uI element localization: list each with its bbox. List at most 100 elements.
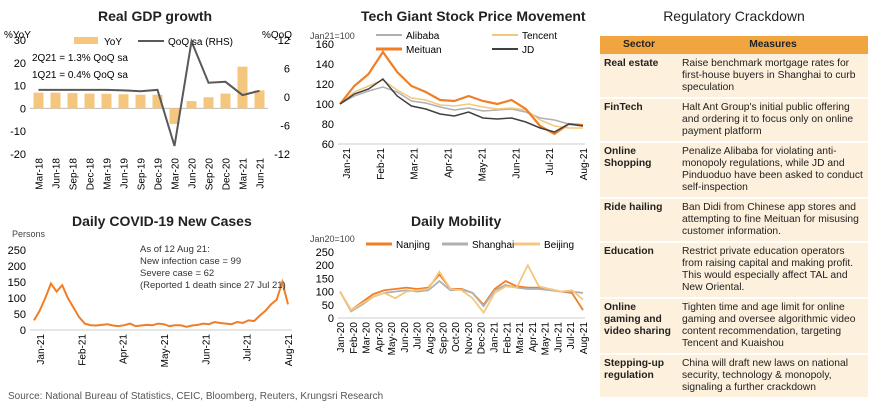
sector-cell: Education — [600, 242, 678, 299]
stock-legend-label: Alibaba — [406, 31, 440, 42]
stock-x-tick-label: Aug-21 — [579, 148, 590, 181]
gdp-yoy-bar — [135, 94, 146, 109]
gdp-right-tick-label: -12 — [274, 149, 290, 161]
mobility-y-tick-label: 150 — [316, 273, 334, 285]
stock-y-tick-label: 80 — [322, 119, 334, 131]
measures-header: Measures — [678, 36, 868, 55]
gdp-right-tick-label: 0 — [284, 92, 290, 104]
mobility-x-tick-label: Oct-20 — [451, 322, 462, 352]
mobility-x-tick-label: Apr-20 — [374, 322, 385, 352]
mobility-x-tick-label: Feb-21 — [502, 322, 513, 354]
measures-cell: Raise benchmark mortgage rates for first… — [678, 54, 868, 99]
stock-y-axis-label: Jan21=100 — [310, 31, 355, 41]
gdp-left-tick-label: 30 — [14, 35, 26, 47]
gdp-x-tick-label: Mar-18 — [35, 158, 46, 190]
covid-x-tick-label: Jan-21 — [36, 334, 47, 365]
gdp-x-tick-label: Mar-20 — [171, 158, 182, 190]
mobility-x-tick-label: Jun-20 — [400, 322, 411, 353]
mobility-x-tick-label: Aug-20 — [426, 322, 437, 355]
covid-x-tick-label: Jun-21 — [201, 334, 212, 365]
gdp-yoy-bar — [186, 101, 197, 109]
gdp-x-tick-label: Dec-18 — [86, 158, 97, 191]
regulatory-row: Online Shopping Penalize Alibaba for viol… — [600, 142, 868, 199]
stock-x-tick-label: Jan-21 — [342, 148, 353, 179]
sector-cell: FinTech — [600, 98, 678, 143]
covid-annotation: New infection case = 99 — [140, 256, 241, 267]
gdp-yoy-bar — [33, 92, 44, 109]
mobility-x-tick-label: Jan-21 — [489, 322, 500, 353]
gdp-left-tick-label: 0 — [20, 103, 26, 115]
gdp-x-tick-label: Mar-21 — [239, 158, 250, 190]
mobility-series-line — [339, 272, 584, 312]
covid-x-tick-label: Feb-21 — [77, 334, 88, 366]
regulatory-table: Sector Measures Real estate Raise benchma… — [600, 36, 868, 399]
regulatory-row: Real estate Raise benchmark mortgage rate… — [600, 54, 868, 99]
covid-annotation: As of 12 Aug 21: — [140, 244, 210, 255]
stock-x-tick-label: Jul-21 — [545, 148, 556, 176]
gdp-x-tick-label: Jun-19 — [120, 158, 131, 189]
gdp-yoy-bar — [152, 94, 163, 109]
measures-cell: Ban Didi from Chinese app stores and att… — [678, 198, 868, 243]
mobility-x-tick-label: Sep-20 — [438, 322, 449, 355]
covid-annotation: (Reported 1 death since 27 Jul 21) — [140, 280, 286, 291]
mobility-chart-title: Daily Mobility — [411, 213, 502, 229]
stock-series-line — [339, 77, 584, 133]
gdp-left-tick-label: -20 — [10, 149, 26, 161]
mobility-x-tick-label: Jun-21 — [553, 322, 564, 353]
covid-cases-line — [33, 278, 289, 328]
mobility-x-tick-label: May-21 — [541, 322, 552, 356]
covid-y-tick-label: 0 — [20, 325, 26, 337]
regulatory-title: Regulatory Crackdown — [663, 8, 805, 24]
covid-y-tick-label: 50 — [14, 309, 26, 321]
gdp-left-tick-label: 20 — [14, 58, 26, 70]
mobility-y-tick-label: 50 — [322, 300, 334, 312]
gdp-chart: %YoY %QoQ -20 -10 0 10 20 30 -12 -6 0 6 12 Mar-18 Jun-… — [4, 30, 292, 191]
sector-cell: Ride hailing — [600, 198, 678, 243]
mobility-x-tick-label: Apr-21 — [528, 322, 539, 352]
measures-cell: Restrict private education operators fro… — [678, 242, 868, 299]
mobility-x-tick-label: Jan-20 — [336, 322, 347, 353]
stock-legend-label: Tencent — [522, 31, 557, 42]
mobility-x-tick-label: Aug-21 — [579, 322, 590, 355]
mobility-legend-label: Nanjing — [396, 240, 430, 251]
source-note: Source: National Bureau of Statistics, C… — [8, 391, 384, 402]
regulatory-row: FinTech Halt Ant Group's initial public o… — [600, 98, 868, 143]
mobility-y-tick-label: 200 — [316, 260, 334, 272]
covid-y-tick-label: 250 — [8, 245, 26, 257]
covid-x-tick-label: Jul-21 — [243, 334, 254, 362]
gdp-yoy-bar — [84, 93, 95, 109]
mobility-y-tick-label: 250 — [316, 247, 334, 259]
gdp-left-tick-label: -10 — [10, 126, 26, 138]
stock-x-tick-label: Jun-21 — [511, 148, 522, 179]
gdp-yoy-bar — [118, 94, 129, 109]
measures-cell: Tighten time and age limit for online ga… — [678, 298, 868, 355]
mobility-x-tick-label: Dec-20 — [477, 322, 488, 355]
gdp-annotation: 1Q21 = 0.4% QoQ sa — [32, 70, 128, 81]
covid-y-axis-label: Persons — [12, 230, 46, 239]
stock-y-tick-label: 160 — [316, 39, 334, 51]
gdp-left-tick-label: 10 — [14, 81, 26, 93]
gdp-left-axis-label: %YoY — [4, 30, 31, 41]
gdp-x-tick-label: Sep-19 — [137, 158, 148, 191]
gdp-x-tick-label: Jun-21 — [256, 158, 267, 189]
gdp-right-tick-label: -6 — [280, 121, 290, 133]
covid-y-tick-label: 100 — [8, 293, 26, 305]
gdp-yoy-bar — [169, 108, 180, 124]
mobility-legend-label: Shanghai — [472, 240, 514, 251]
stock-legend-label: Meituan — [406, 45, 442, 56]
gdp-yoy-bar — [67, 93, 78, 109]
gdp-x-tick-label: Jun-18 — [52, 158, 63, 189]
gdp-yoy-bar — [101, 93, 112, 109]
mobility-x-tick-label: Nov-20 — [464, 322, 475, 355]
stock-legend-label: JD — [522, 45, 534, 56]
mobility-legend-label: Beijing — [544, 240, 574, 251]
covid-x-tick-label: Aug-21 — [284, 334, 295, 367]
regulatory-row: Education Restrict private education oper… — [600, 242, 868, 299]
stock-chart-title: Tech Giant Stock Price Movement — [361, 8, 586, 24]
mobility-x-tick-label: Jul-21 — [566, 322, 577, 350]
measures-cell: Penalize Alibaba for violating anti-mono… — [678, 142, 868, 199]
gdp-chart-title: Real GDP growth — [98, 8, 213, 24]
covid-y-tick-label: 150 — [8, 277, 26, 289]
stock-x-tick-label: Feb-21 — [376, 148, 387, 180]
